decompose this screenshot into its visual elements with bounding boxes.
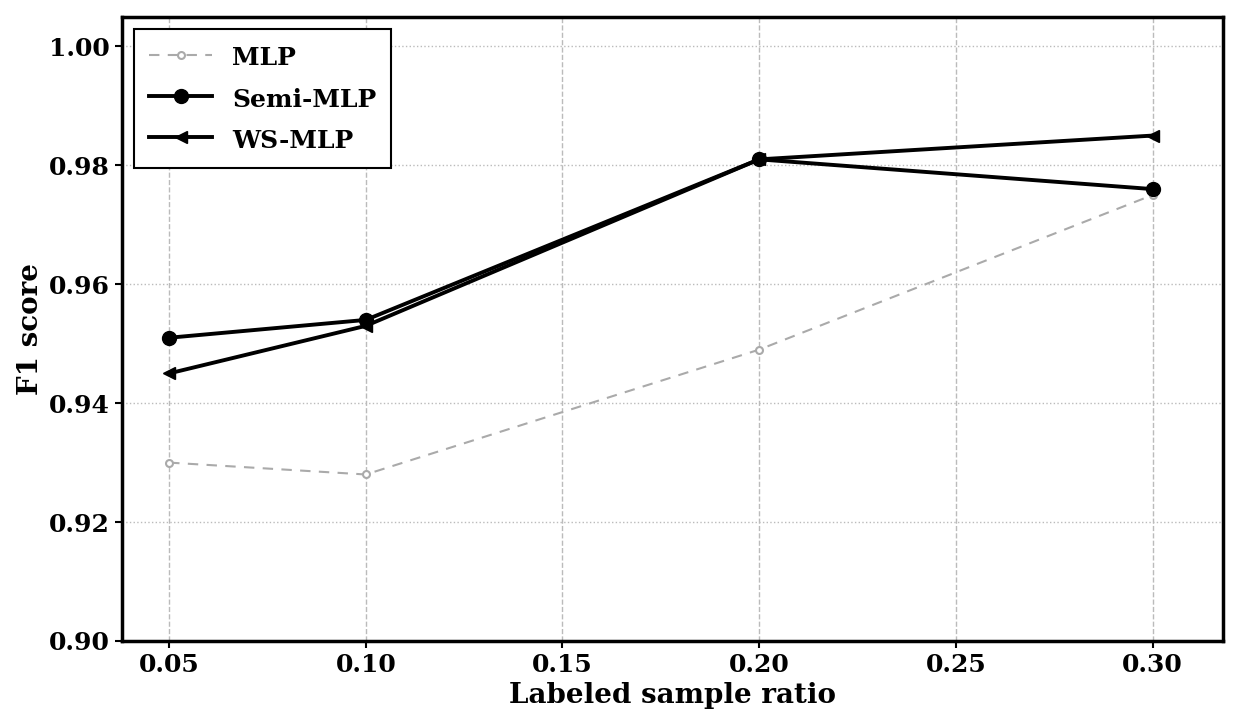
Semi-MLP [358, 316, 373, 325]
WS-MLP [161, 369, 176, 378]
Semi-MLP [1145, 184, 1159, 193]
WS-MLP [751, 155, 766, 164]
Line: WS-MLP: WS-MLP [162, 129, 1158, 380]
Semi-MLP [751, 155, 766, 164]
WS-MLP [1145, 131, 1159, 140]
MLP [358, 470, 373, 479]
X-axis label: Labeled sample ratio: Labeled sample ratio [510, 682, 836, 709]
MLP [1145, 191, 1159, 200]
WS-MLP [358, 322, 373, 330]
Y-axis label: F1 score: F1 score [16, 263, 43, 395]
MLP [751, 346, 766, 354]
Line: Semi-MLP: Semi-MLP [162, 152, 1159, 345]
Legend: MLP, Semi-MLP, WS-MLP: MLP, Semi-MLP, WS-MLP [134, 29, 391, 168]
Line: MLP: MLP [166, 192, 1156, 478]
MLP [161, 458, 176, 467]
Semi-MLP [161, 333, 176, 342]
